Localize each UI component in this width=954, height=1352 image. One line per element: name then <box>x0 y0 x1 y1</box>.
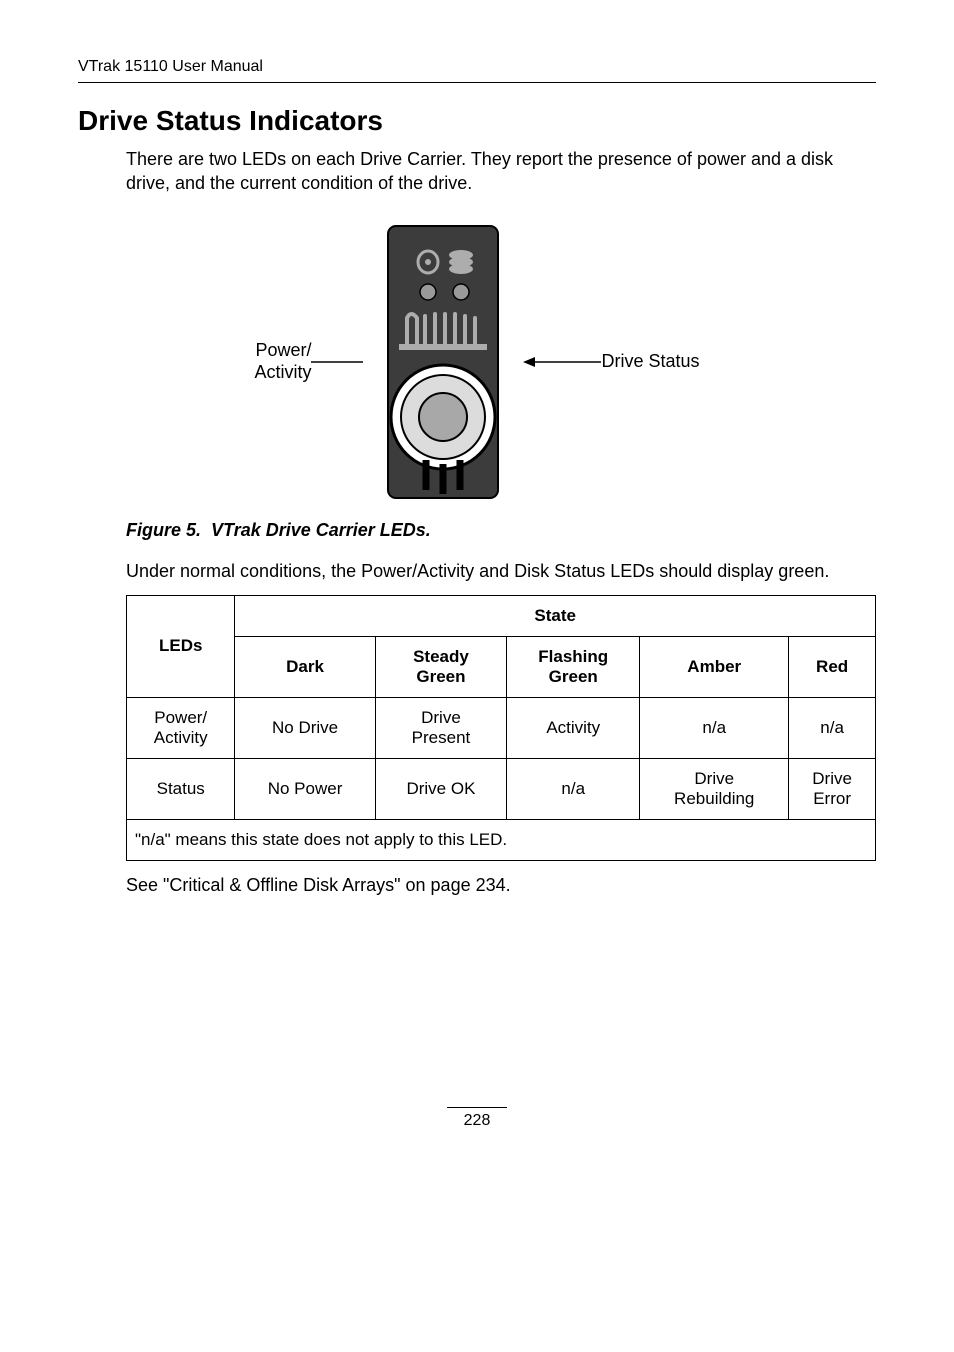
row1-c4-text: DriveError <box>812 769 852 808</box>
row0-c1-text: DrivePresent <box>412 708 471 747</box>
th-col-4: Red <box>789 636 876 697</box>
row1-c3: DriveRebuilding <box>640 758 789 819</box>
th-col-1: SteadyGreen <box>375 636 507 697</box>
section-title: Drive Status Indicators <box>78 105 876 137</box>
figure-right-label: Drive Status <box>601 351 699 373</box>
row1-c4: DriveError <box>789 758 876 819</box>
row0-c3: n/a <box>640 697 789 758</box>
running-header: VTrak 15110 User Manual <box>78 58 876 83</box>
row0-label: Power/Activity <box>127 697 235 758</box>
th-col-1-text: SteadyGreen <box>413 647 469 686</box>
row0-c1: DrivePresent <box>375 697 507 758</box>
stack-icon <box>449 250 473 274</box>
th-col-2-text: FlashingGreen <box>538 647 608 686</box>
row0-c0: No Drive <box>235 697 375 758</box>
row1-c1: Drive OK <box>375 758 507 819</box>
th-leds: LEDs <box>127 595 235 697</box>
figure-caption-prefix: Figure 5. <box>126 520 201 540</box>
table-footnote-row: "n/a" means this state does not apply to… <box>127 819 876 860</box>
row0-c2: Activity <box>507 697 640 758</box>
figure-left-label: Power/ Activity <box>254 340 311 383</box>
row1-label: Status <box>127 758 235 819</box>
row1-c2: n/a <box>507 758 640 819</box>
figure-left-label-line1: Power/ <box>255 340 311 360</box>
drive-carrier-illustration <box>363 222 523 502</box>
row0-label-text: Power/Activity <box>154 708 208 747</box>
figure-drive-carrier: Power/ Activity <box>78 222 876 502</box>
drive-status-led <box>453 284 469 300</box>
th-state: State <box>235 595 876 636</box>
see-reference: See "Critical & Offline Disk Arrays" on … <box>126 873 876 897</box>
figure-left-label-line2: Activity <box>254 362 311 382</box>
table-header-row-1: LEDs State <box>127 595 876 636</box>
table-header-row-2: Dark SteadyGreen FlashingGreen Amber Red <box>127 636 876 697</box>
after-figure-paragraph: Under normal conditions, the Power/Activ… <box>126 559 876 583</box>
table-footnote: "n/a" means this state does not apply to… <box>127 819 876 860</box>
table-row: Status No Power Drive OK n/a DriveRebuil… <box>127 758 876 819</box>
figure-caption-text: VTrak Drive Carrier LEDs. <box>211 520 431 540</box>
row1-c0: No Power <box>235 758 375 819</box>
vent-base <box>399 344 487 350</box>
figure-caption: Figure 5. VTrak Drive Carrier LEDs. <box>126 520 876 541</box>
power-activity-led <box>420 284 436 300</box>
intro-paragraph: There are two LEDs on each Drive Carrier… <box>126 147 876 196</box>
led-state-table: LEDs State Dark SteadyGreen FlashingGree… <box>126 595 876 861</box>
row0-c4: n/a <box>789 697 876 758</box>
th-col-3: Amber <box>640 636 789 697</box>
arrow-right-line <box>523 355 601 369</box>
row1-c3-text: DriveRebuilding <box>674 769 754 808</box>
page-number: 228 <box>447 1107 507 1130</box>
table-row: Power/Activity No Drive DrivePresent Act… <box>127 697 876 758</box>
th-col-2: FlashingGreen <box>507 636 640 697</box>
th-col-0: Dark <box>235 636 375 697</box>
arrow-left-line <box>311 355 363 369</box>
